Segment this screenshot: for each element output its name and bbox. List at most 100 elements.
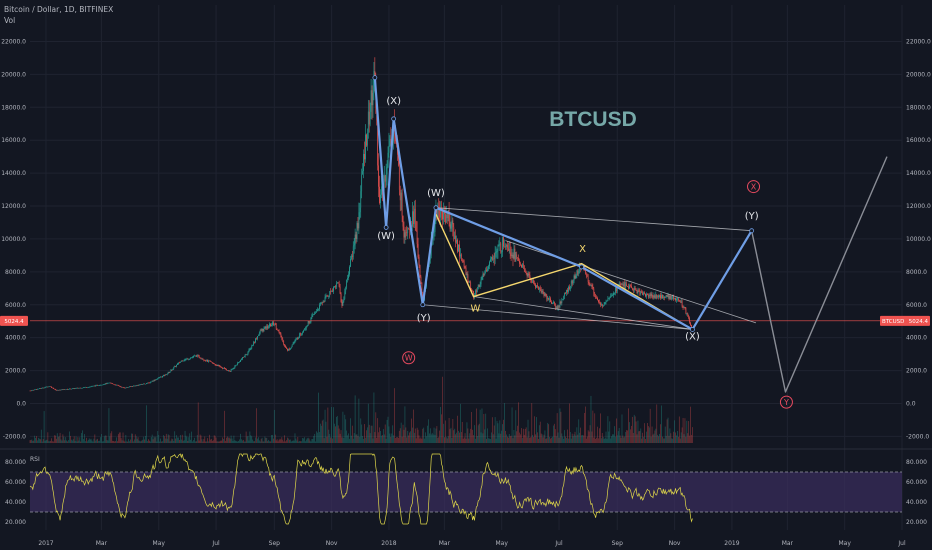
volume-bar — [691, 434, 692, 443]
volume-bar — [520, 434, 521, 443]
candle-body — [509, 249, 511, 253]
candle-body — [84, 387, 85, 388]
volume-bar — [138, 440, 140, 443]
volume-bar — [148, 439, 149, 443]
volume-bar — [603, 438, 605, 443]
volume-bar — [136, 438, 138, 443]
volume-bar — [298, 441, 300, 443]
volume-bar — [37, 440, 38, 443]
volume-bar — [421, 438, 423, 443]
candle-body — [179, 362, 180, 364]
volume-bar — [607, 416, 609, 443]
volume-bar — [275, 440, 277, 443]
candle-body — [508, 249, 510, 251]
candle-body — [148, 382, 149, 384]
candle-body — [593, 288, 595, 294]
candle-body — [654, 295, 656, 299]
candle-body — [534, 283, 535, 285]
volume-bar — [334, 423, 335, 443]
candle-body — [648, 294, 650, 298]
volume-bar — [608, 431, 610, 443]
price-tick-label-left: 16000.0 — [1, 137, 26, 144]
volume-bar — [398, 430, 400, 443]
candle-body — [285, 345, 286, 348]
price-tick-label-right: 14000.0 — [906, 170, 931, 177]
candle-body — [153, 379, 155, 382]
volume-bar — [126, 441, 128, 443]
volume-bar — [188, 437, 190, 443]
candle-body — [378, 165, 379, 187]
volume-bar — [281, 437, 283, 443]
volume-bar — [469, 433, 471, 443]
candle-body — [455, 235, 457, 243]
candle-body — [173, 367, 175, 369]
volume-bar — [182, 440, 184, 443]
volume-bar — [371, 425, 373, 443]
candle-body — [136, 385, 138, 386]
candle-body — [527, 273, 529, 277]
volume-bar — [546, 438, 548, 443]
volume-bar — [532, 434, 534, 443]
volume-bar — [665, 435, 667, 443]
candle-body — [241, 359, 242, 360]
candle-body — [195, 355, 197, 357]
candle-body — [655, 294, 657, 299]
volume-bar — [152, 439, 154, 443]
candle-body — [381, 186, 382, 195]
candle-body — [112, 383, 114, 385]
volume-bar — [392, 425, 394, 443]
candle-body — [46, 386, 48, 388]
volume-bar — [662, 438, 664, 443]
volume-bar — [647, 422, 648, 443]
volume-bar — [207, 438, 208, 443]
candle-body — [292, 343, 294, 345]
volume-bar — [566, 437, 567, 443]
volume-bar — [34, 435, 36, 443]
candle-body — [304, 328, 306, 330]
volume-bar — [461, 421, 463, 443]
volume-bar — [448, 418, 450, 443]
volume-bar — [470, 428, 472, 443]
candle-body — [143, 383, 145, 385]
volume-bar — [104, 435, 106, 443]
volume-bar — [355, 434, 357, 443]
candle-body — [274, 323, 276, 325]
volume-bar — [53, 441, 54, 443]
volume-bar — [114, 441, 115, 443]
volume-bar — [269, 441, 270, 443]
price-tick-label-left: 18000.0 — [1, 104, 26, 111]
candle-body — [625, 284, 627, 288]
volume-bar — [320, 423, 321, 443]
candle-body — [252, 344, 254, 346]
candle-body — [254, 342, 255, 343]
volume-bar — [651, 426, 653, 443]
candle-body — [121, 387, 123, 388]
candle-body — [490, 259, 491, 262]
volume-bar — [575, 435, 577, 443]
volume-bar — [211, 438, 212, 443]
candle-body — [314, 312, 316, 315]
volume-bar — [187, 440, 189, 443]
volume-bar — [171, 438, 173, 443]
time-tick-label: 2018 — [381, 540, 396, 547]
volume-bar — [563, 438, 565, 443]
volume-bar — [210, 439, 211, 443]
candle-body — [142, 384, 144, 385]
candle-body — [476, 289, 478, 293]
volume-bar — [163, 435, 164, 443]
candle-body — [185, 358, 187, 360]
volume-bar — [346, 430, 348, 443]
volume-bar — [113, 440, 114, 443]
candle-body — [90, 386, 92, 388]
volume-bar — [200, 435, 202, 443]
candle-body — [36, 389, 37, 390]
candle-body — [250, 348, 252, 350]
volume-bar — [545, 438, 547, 443]
volume-bar — [522, 438, 523, 443]
candle-body — [99, 385, 100, 386]
candle-body — [550, 298, 551, 302]
candle-body — [642, 292, 644, 295]
volume-bar — [571, 433, 573, 443]
volume-bar — [245, 431, 247, 443]
